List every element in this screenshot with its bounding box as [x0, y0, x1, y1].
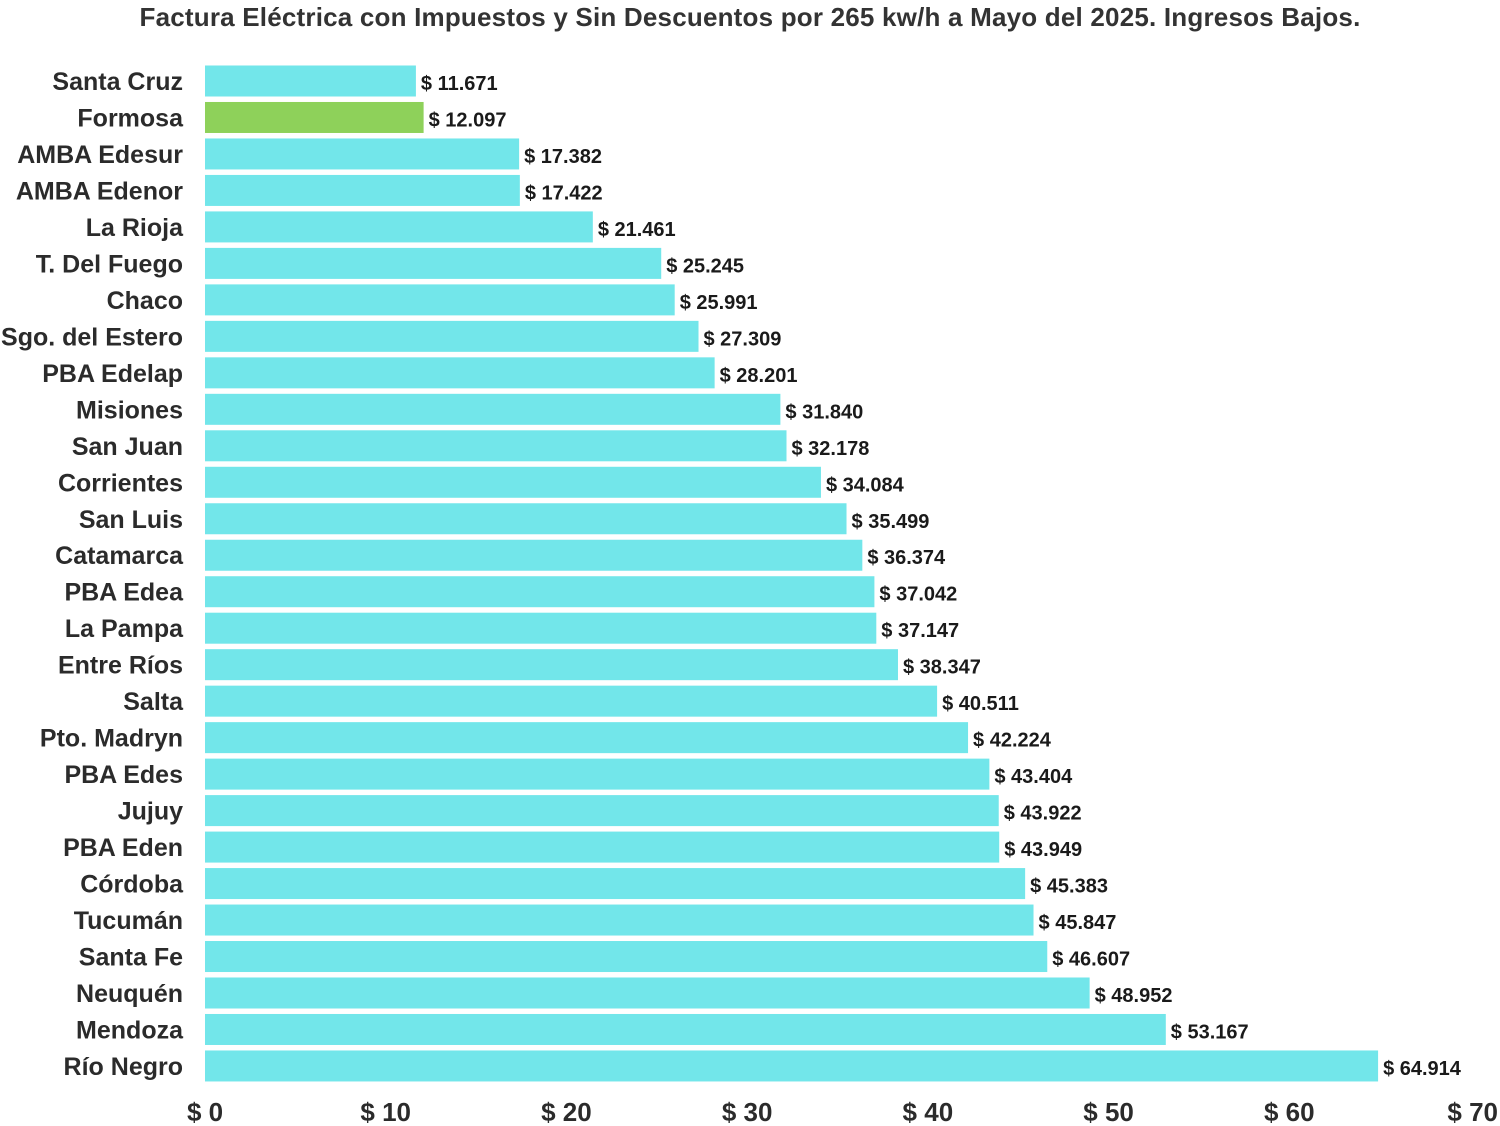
category-label: Salta	[123, 688, 184, 716]
value-label: $ 27.309	[704, 328, 782, 350]
bar	[205, 649, 898, 681]
category-label: PBA Eden	[63, 834, 183, 862]
value-label: $ 45.847	[1039, 912, 1117, 934]
value-label: $ 42.224	[973, 730, 1052, 752]
bar	[205, 1050, 1379, 1082]
category-label: Córdoba	[80, 871, 184, 899]
x-tick-label: $ 0	[187, 1097, 223, 1126]
value-label: $ 34.084	[826, 474, 905, 496]
value-label: $ 37.042	[879, 584, 957, 606]
category-label: La Pampa	[65, 615, 184, 643]
bar	[205, 576, 875, 608]
bar	[205, 795, 999, 827]
value-label: $ 64.914	[1383, 1058, 1462, 1080]
value-label: $ 17.382	[524, 146, 602, 168]
bar	[205, 320, 699, 352]
category-label: Chaco	[107, 287, 183, 315]
category-label: Santa Cruz	[52, 68, 183, 96]
bar	[205, 247, 662, 279]
category-label: La Rioja	[86, 214, 184, 242]
bar	[205, 831, 1000, 863]
value-label: $ 40.511	[942, 693, 1019, 715]
bar	[205, 539, 863, 571]
value-label: $ 25.991	[680, 292, 758, 314]
category-label: PBA Edea	[64, 579, 184, 607]
value-label: $ 38.347	[903, 657, 981, 679]
x-tick-label: $ 50	[1083, 1097, 1134, 1126]
category-label: Río Negro	[64, 1053, 183, 1081]
bar	[205, 977, 1090, 1009]
value-label: $ 35.499	[852, 511, 930, 533]
bar	[205, 941, 1048, 973]
value-label: $ 48.952	[1095, 985, 1173, 1007]
bar	[205, 758, 990, 790]
value-label: $ 12.097	[429, 109, 507, 131]
value-label: $ 31.840	[785, 401, 863, 423]
category-label: Sgo. del Estero	[1, 323, 183, 351]
value-label: $ 43.922	[1004, 803, 1082, 825]
chart-title: Factura Eléctrica con Impuestos y Sin De…	[139, 2, 1361, 32]
bar	[205, 904, 1034, 936]
bar	[205, 138, 520, 170]
category-label: Catamarca	[55, 542, 184, 570]
category-label: Pto. Madryn	[40, 725, 183, 753]
category-label: Neuquén	[76, 980, 183, 1008]
value-label: $ 53.167	[1171, 1021, 1249, 1043]
category-label: AMBA Edenor	[16, 177, 183, 205]
bar	[205, 503, 847, 535]
category-label: PBA Edelap	[42, 360, 183, 388]
x-tick-label: $ 20	[541, 1097, 592, 1126]
category-label: San Juan	[72, 433, 183, 461]
value-label: $ 21.461	[598, 219, 676, 241]
bar	[205, 357, 715, 389]
category-label: Formosa	[77, 104, 184, 132]
value-label: $ 36.374	[867, 547, 946, 569]
bar	[205, 174, 520, 206]
bar	[205, 612, 877, 644]
bar	[205, 430, 787, 462]
value-label: $ 43.949	[1004, 839, 1082, 861]
bar	[205, 722, 969, 754]
x-tick-label: $ 70	[1447, 1097, 1498, 1126]
x-tick-label: $ 60	[1264, 1097, 1315, 1126]
bar	[205, 211, 593, 243]
bar	[205, 685, 938, 717]
x-tick-label: $ 30	[722, 1097, 773, 1126]
bar	[205, 1013, 1166, 1045]
category-label: T. Del Fuego	[36, 250, 183, 278]
category-label: PBA Edes	[64, 761, 183, 789]
bar	[205, 101, 424, 133]
x-tick-label: $ 40	[903, 1097, 954, 1126]
category-label: Mendoza	[76, 1016, 184, 1044]
category-label: Jujuy	[118, 798, 183, 826]
value-label: $ 11.671	[421, 73, 498, 95]
bar	[205, 466, 821, 498]
category-label: San Luis	[79, 506, 183, 534]
bar	[205, 65, 416, 97]
value-label: $ 46.607	[1052, 949, 1130, 971]
value-label: $ 37.147	[881, 620, 959, 642]
value-label: $ 45.383	[1030, 876, 1108, 898]
value-label: $ 25.245	[666, 255, 744, 277]
value-label: $ 32.178	[792, 438, 870, 460]
bar	[205, 284, 675, 316]
category-label: AMBA Edesur	[17, 141, 183, 169]
value-label: $ 43.404	[994, 766, 1073, 788]
value-label: $ 17.422	[525, 182, 603, 204]
category-label: Tucumán	[74, 907, 183, 935]
category-label: Corrientes	[58, 469, 183, 497]
x-tick-label: $ 10	[360, 1097, 411, 1126]
category-label: Entre Ríos	[58, 652, 183, 680]
category-label: Misiones	[76, 396, 183, 424]
category-label: Santa Fe	[79, 944, 183, 972]
bar	[205, 868, 1026, 900]
value-label: $ 28.201	[720, 365, 798, 387]
bar	[205, 393, 781, 425]
